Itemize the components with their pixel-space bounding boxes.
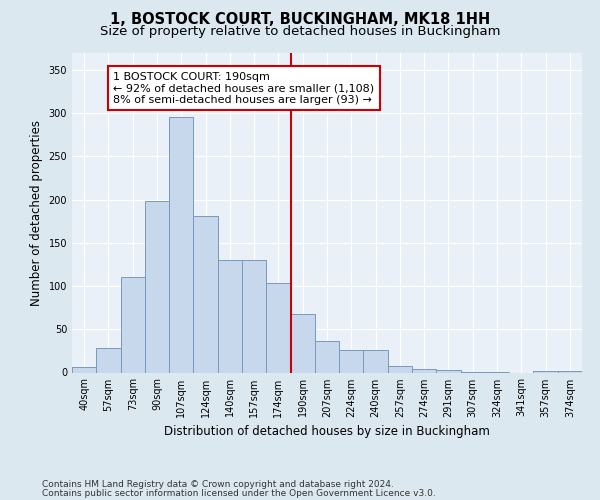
Bar bbox=[96, 348, 121, 372]
Text: 1 BOSTOCK COURT: 190sqm
← 92% of detached houses are smaller (1,108)
8% of semi-: 1 BOSTOCK COURT: 190sqm ← 92% of detache… bbox=[113, 72, 374, 104]
Bar bbox=[72, 368, 96, 372]
Bar bbox=[558, 371, 582, 372]
Bar bbox=[266, 284, 290, 372]
Bar bbox=[145, 202, 169, 372]
Bar bbox=[436, 370, 461, 372]
Text: Contains HM Land Registry data © Crown copyright and database right 2024.: Contains HM Land Registry data © Crown c… bbox=[42, 480, 394, 489]
Bar bbox=[169, 118, 193, 372]
Bar bbox=[315, 342, 339, 372]
Text: Size of property relative to detached houses in Buckingham: Size of property relative to detached ho… bbox=[100, 25, 500, 38]
Text: Contains public sector information licensed under the Open Government Licence v3: Contains public sector information licen… bbox=[42, 489, 436, 498]
Bar bbox=[388, 366, 412, 372]
Y-axis label: Number of detached properties: Number of detached properties bbox=[30, 120, 43, 306]
Bar bbox=[242, 260, 266, 372]
Bar bbox=[339, 350, 364, 372]
Bar bbox=[364, 350, 388, 372]
Bar bbox=[412, 369, 436, 372]
X-axis label: Distribution of detached houses by size in Buckingham: Distribution of detached houses by size … bbox=[164, 425, 490, 438]
Bar bbox=[533, 371, 558, 372]
Text: 1, BOSTOCK COURT, BUCKINGHAM, MK18 1HH: 1, BOSTOCK COURT, BUCKINGHAM, MK18 1HH bbox=[110, 12, 490, 28]
Bar bbox=[290, 314, 315, 372]
Bar bbox=[121, 278, 145, 372]
Bar bbox=[218, 260, 242, 372]
Bar bbox=[193, 216, 218, 372]
